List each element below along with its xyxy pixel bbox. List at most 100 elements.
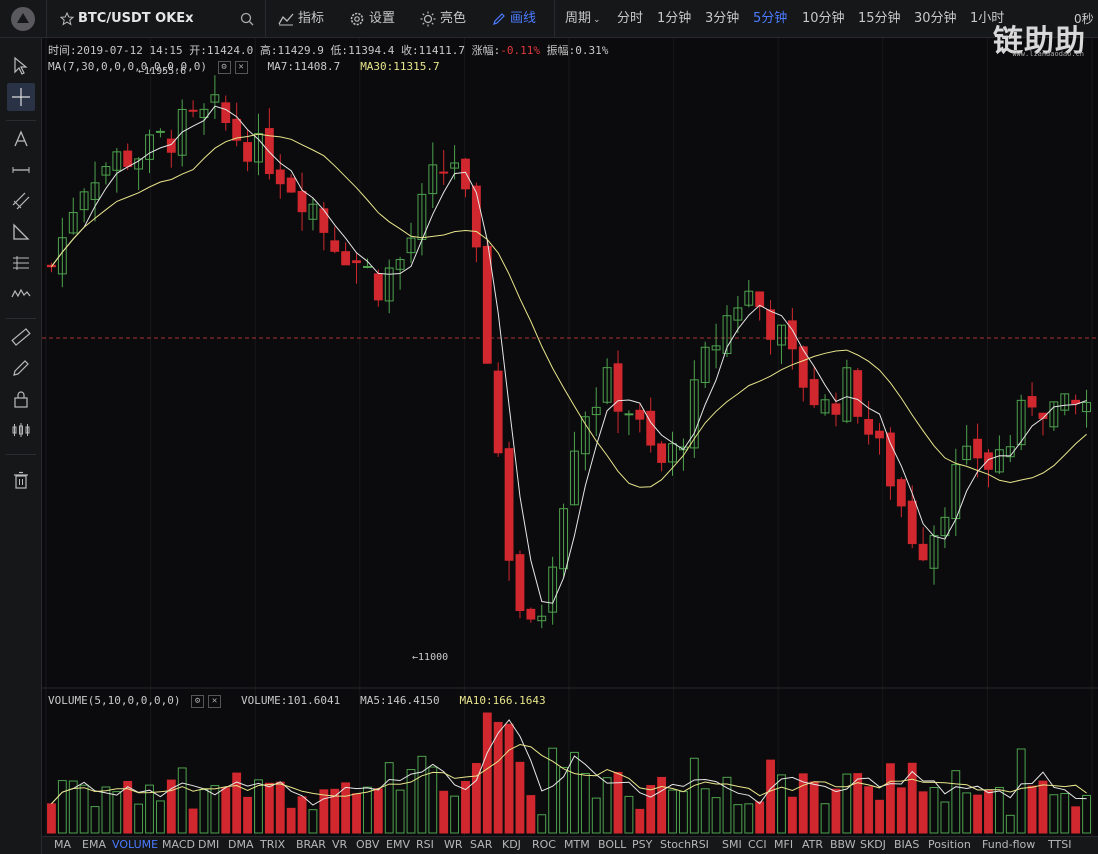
brush-tool[interactable] xyxy=(7,354,35,382)
candle-body xyxy=(90,182,100,200)
theme-toggle[interactable]: 亮色 xyxy=(420,0,466,38)
volume-bar xyxy=(526,795,536,834)
interval-tab[interactable]: 10分钟 xyxy=(802,11,845,26)
line-tool[interactable] xyxy=(7,156,35,184)
interval-tab[interactable]: 15分钟 xyxy=(858,11,901,26)
candle-body xyxy=(635,409,645,420)
horizontal-line-icon xyxy=(12,167,30,173)
ma7-line xyxy=(51,105,1087,604)
indicator-tab-roc[interactable]: ROC xyxy=(532,838,556,851)
volume-bar xyxy=(1005,814,1015,834)
trend-tool[interactable] xyxy=(7,187,35,215)
candle-body xyxy=(842,367,852,422)
pair-selector[interactable]: BTC/USDT OKEx xyxy=(59,0,194,38)
indicator-tab-emv[interactable]: EMV xyxy=(386,838,410,851)
draw-button[interactable]: 画线 xyxy=(492,0,536,38)
indicator-tab-dma[interactable]: DMA xyxy=(228,838,254,851)
brand-watermark: 链助助 xyxy=(993,24,1086,59)
candle-body xyxy=(341,251,351,266)
indicator-tab-cci[interactable]: CCI xyxy=(748,838,767,851)
indicator-tab-trix[interactable]: TRIX xyxy=(260,838,286,851)
ma-close-icon[interactable]: ✕ xyxy=(234,60,248,74)
indicator-tab-wr[interactable]: WR xyxy=(444,838,463,851)
gear-icon xyxy=(350,12,364,25)
candle-body xyxy=(940,516,950,537)
indicator-tab-kdj[interactable]: KDJ xyxy=(502,838,521,851)
indicator-tab-brar[interactable]: BRAR xyxy=(296,838,326,851)
star-icon[interactable] xyxy=(59,11,75,26)
indicator-tab-dmi[interactable]: DMI xyxy=(198,838,220,851)
indicator-tab-sar[interactable]: SAR xyxy=(470,838,493,851)
indicators-button[interactable]: 指标 xyxy=(278,0,324,38)
volume-settings-icon[interactable]: ⚙ xyxy=(191,694,205,708)
volume-legend-name: VOLUME(5,10,0,0,0,0) xyxy=(48,694,181,707)
indicator-tab-ema[interactable]: EMA xyxy=(82,838,106,851)
lock-icon xyxy=(14,391,28,408)
cursor-tool[interactable] xyxy=(7,52,35,80)
text-tool[interactable] xyxy=(7,125,35,153)
indicator-tab-rsi[interactable]: RSI xyxy=(416,838,434,851)
indicator-tab-vr[interactable]: VR xyxy=(332,838,348,851)
indicator-tab-psy[interactable]: PSY xyxy=(632,838,653,851)
app-logo-icon[interactable] xyxy=(8,5,38,33)
indicator-tab-smi[interactable]: SMI xyxy=(722,838,742,851)
candle-body xyxy=(580,416,590,455)
candle-style-tool[interactable] xyxy=(7,416,35,444)
settings-button[interactable]: 设置 xyxy=(349,0,395,38)
interval-tab-active[interactable]: 5分钟 xyxy=(753,11,788,26)
indicator-tab-ma[interactable]: MA xyxy=(54,838,72,851)
ohlc-info: 时间:2019-07-12 14:15 开:11424.0 高:11429.9 … xyxy=(48,44,609,57)
candle-body xyxy=(275,169,285,185)
indicator-tab-bias[interactable]: BIAS xyxy=(894,838,920,851)
interval-tab[interactable]: 30分钟 xyxy=(914,11,957,26)
indicator-tab-stochrsi[interactable]: StochRSI xyxy=(660,838,709,851)
indicator-tab-ttsi[interactable]: TTSI xyxy=(1048,838,1072,851)
candle-body xyxy=(733,307,743,321)
candle-body xyxy=(461,158,470,190)
volume-bar xyxy=(221,787,231,834)
interval-tab[interactable]: 分时 xyxy=(617,11,644,26)
indicator-tab-bar: MA EMA VOLUME MACD DMI DMA TRIX BRAR VR OBV EMV RSI… xyxy=(42,836,1098,854)
candles-icon xyxy=(12,423,30,437)
indicator-tab-position[interactable]: Position xyxy=(928,838,971,851)
search-icon[interactable] xyxy=(240,12,254,26)
drawing-toolbar xyxy=(0,38,42,854)
indicator-tab-mtm[interactable]: MTM xyxy=(564,838,590,851)
volume-close-icon[interactable]: ✕ xyxy=(208,694,222,708)
triangle-tool[interactable] xyxy=(7,218,35,246)
interval-tab[interactable]: 1小时 xyxy=(970,11,1005,26)
volume-bar xyxy=(831,788,841,834)
interval-tab[interactable]: 3分钟 xyxy=(705,11,740,26)
volume-bar xyxy=(711,797,721,834)
ma-legend: MA(7,30,0,0,0,0,0,0,0,0) ⚙ ✕ MA7:11408.7 … xyxy=(48,60,440,74)
candle-body xyxy=(243,142,252,162)
delete-tool[interactable] xyxy=(7,466,35,494)
ma-settings-icon[interactable]: ⚙ xyxy=(217,60,231,74)
indicator-tab-atr[interactable]: ATR xyxy=(802,838,824,851)
volume-bar xyxy=(973,794,983,834)
wave-icon xyxy=(11,288,31,298)
indicator-tab-boll[interactable]: BOLL xyxy=(598,838,627,851)
volume-bar xyxy=(537,814,547,834)
indicator-tab-macd[interactable]: MACD xyxy=(162,838,195,851)
period-dropdown[interactable]: 周期 ⌄ xyxy=(565,0,601,38)
volume-bar xyxy=(450,795,460,834)
candle-body xyxy=(221,102,231,124)
indicator-tab-skdj[interactable]: SKDJ xyxy=(860,838,886,851)
volume-bar xyxy=(341,782,351,834)
candle-body xyxy=(1060,393,1070,411)
candlestick-chart[interactable]: ←11955.6 ←11000 xyxy=(42,38,1098,836)
interval-tab[interactable]: 1分钟 xyxy=(657,11,692,26)
lock-tool[interactable] xyxy=(7,385,35,413)
indicator-tab-bbw[interactable]: BBW xyxy=(830,838,856,851)
wave-tool[interactable] xyxy=(7,280,35,308)
candle-body xyxy=(962,445,972,461)
indicator-tab-mfi[interactable]: MFI xyxy=(774,838,794,851)
indicator-tab-volume[interactable]: VOLUME xyxy=(112,838,159,851)
indicator-tab-obv[interactable]: OBV xyxy=(356,838,380,851)
fibonacci-tool[interactable] xyxy=(7,249,35,277)
crosshair-tool[interactable] xyxy=(7,83,35,111)
ruler-tool[interactable] xyxy=(7,323,35,351)
indicator-tab-fund-flow[interactable]: Fund-flow xyxy=(982,838,1036,851)
volume-bar xyxy=(929,787,939,834)
